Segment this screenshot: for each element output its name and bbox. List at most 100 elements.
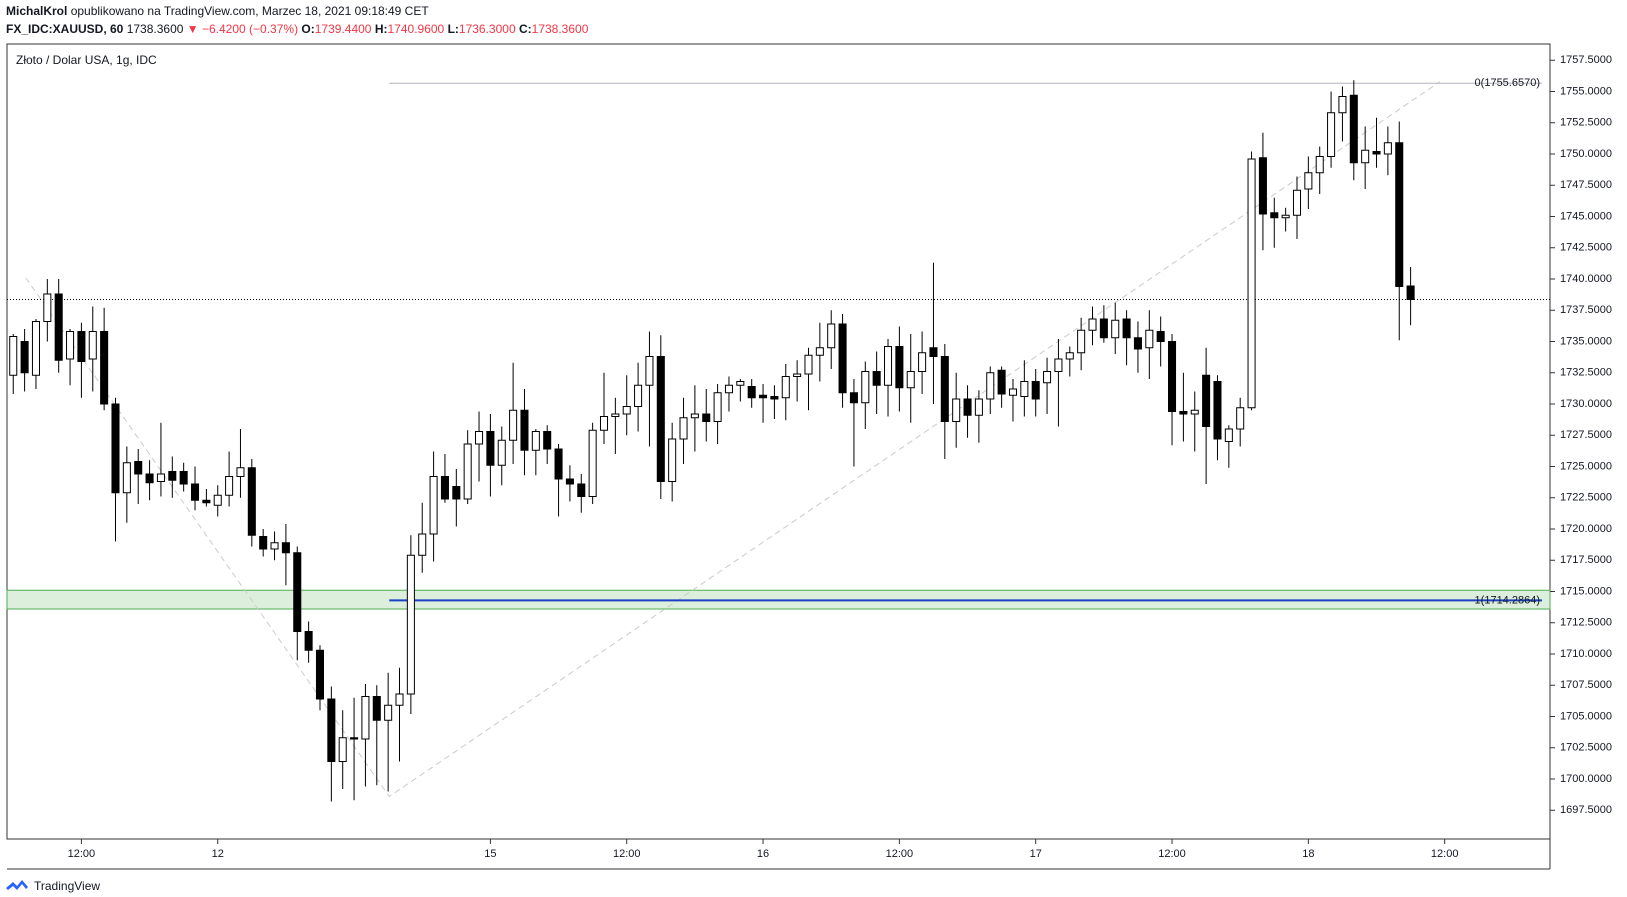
candle-body	[622, 406, 631, 415]
logo	[6, 880, 28, 890]
ohlc-value: 1739.4400	[315, 22, 372, 36]
candle-body	[1395, 142, 1404, 287]
ohlc-key: L:	[448, 22, 459, 36]
candle-body	[111, 403, 120, 494]
candle-body	[963, 398, 972, 416]
published: opublikowano na TradingView.com, Marzec …	[71, 4, 430, 18]
candle-body	[1031, 381, 1040, 400]
candle-body	[997, 369, 1006, 395]
candle-body	[406, 554, 415, 695]
candle-body	[1065, 352, 1074, 360]
y-tick-label: 1730.0000	[1560, 398, 1612, 410]
x-tick-label: 17	[1030, 848, 1042, 860]
fib-label: 1(1714.2864)	[1475, 594, 1540, 606]
candle-body	[1111, 319, 1120, 339]
candle-body	[656, 356, 665, 482]
ohlc-key: O:	[301, 22, 314, 36]
candle-body	[1043, 371, 1052, 384]
y-tick-label: 1722.5000	[1560, 492, 1612, 504]
y-tick-label: 1702.5000	[1560, 742, 1612, 754]
candle-body	[759, 394, 768, 399]
candle-body	[724, 384, 733, 394]
ohlc-value: 1736.3000	[459, 22, 516, 36]
candle-body	[565, 478, 574, 485]
candle-body	[54, 293, 63, 361]
candle-body	[883, 346, 893, 386]
candle-body	[293, 552, 302, 632]
candle-body	[429, 476, 438, 535]
candle-body	[679, 417, 688, 440]
y-tick-label: 1720.0000	[1560, 523, 1612, 535]
candle-body	[31, 321, 40, 376]
x-tick-label: 12:00	[1431, 848, 1459, 860]
candle-body	[804, 354, 813, 375]
ohlc-key: C:	[519, 22, 532, 36]
candle-body	[781, 376, 790, 399]
candle-body	[145, 473, 154, 484]
candle-body	[1361, 149, 1370, 164]
header-line: MichalKrol opublikowano na TradingView.c…	[6, 4, 429, 18]
last-price: 1738.3600	[127, 22, 184, 36]
candle-body	[509, 409, 518, 441]
candle-body	[1145, 329, 1154, 349]
y-tick-label: 1737.5000	[1560, 304, 1612, 316]
candle-body	[668, 438, 677, 482]
candle-body	[634, 384, 643, 407]
candle-body	[361, 696, 370, 740]
candle-body	[350, 737, 359, 740]
candle-body	[1020, 381, 1029, 397]
y-tick-label: 1750.0000	[1560, 148, 1612, 160]
ohlc-value: 1740.9600	[388, 22, 445, 36]
candle-body	[1270, 212, 1279, 219]
candle-body	[974, 398, 983, 416]
candle-body	[202, 499, 211, 504]
x-tick-label: 15	[484, 848, 496, 860]
candle-body	[849, 392, 858, 404]
candle-body	[1099, 318, 1108, 339]
candle-body	[906, 371, 915, 389]
y-tick-label: 1735.0000	[1560, 335, 1612, 347]
candle-body	[952, 398, 961, 422]
candle-body	[531, 431, 540, 451]
candle-body	[713, 392, 722, 422]
candle-body	[1258, 157, 1267, 215]
x-tick-label: 12	[212, 848, 224, 860]
candle-body	[838, 323, 847, 394]
candle-body	[940, 356, 949, 422]
y-tick-label: 1717.5000	[1560, 554, 1612, 566]
candle-body	[190, 483, 200, 501]
candle-body	[770, 396, 779, 400]
candle-body	[281, 542, 290, 554]
author: MichalKrol	[6, 4, 67, 18]
candle-body	[611, 413, 620, 417]
candle-body	[588, 429, 597, 497]
candle-body	[418, 533, 427, 556]
x-tick-label: 18	[1302, 848, 1314, 860]
candle-body	[986, 372, 995, 400]
candle-body	[1190, 409, 1199, 415]
y-tick-label: 1715.0000	[1560, 585, 1612, 597]
candle-body	[1338, 96, 1347, 114]
candle-body	[225, 476, 234, 496]
candle-body	[929, 347, 938, 357]
candle-body	[861, 371, 870, 404]
candle-body	[599, 416, 609, 431]
candle-body	[1168, 341, 1177, 412]
candle-body	[20, 341, 29, 374]
candle-body	[1349, 94, 1358, 164]
y-tick-label: 1727.5000	[1560, 429, 1612, 441]
candle-body	[895, 346, 904, 389]
x-tick-label: 12:00	[68, 848, 96, 860]
candle-body	[259, 536, 268, 550]
y-tick-label: 1740.0000	[1560, 273, 1612, 285]
candle-body	[1213, 381, 1222, 440]
y-tick-label: 1747.5000	[1560, 179, 1612, 191]
y-tick-label: 1705.0000	[1560, 710, 1612, 722]
candle-body	[1372, 151, 1381, 155]
y-tick-label: 1707.5000	[1560, 679, 1612, 691]
candle-body	[315, 649, 325, 700]
y-tick-label: 1742.5000	[1560, 242, 1612, 254]
candle-body	[486, 431, 495, 466]
candle-body	[1292, 189, 1302, 216]
